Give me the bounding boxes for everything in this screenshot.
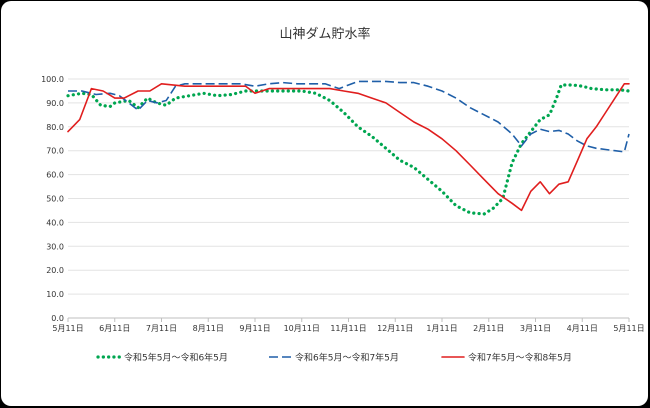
x-tick-label: 3月11日 — [520, 324, 551, 333]
y-tick-label: 50.0 — [46, 195, 64, 204]
x-tick-label: 12月11日 — [377, 324, 413, 333]
x-tick-label: 10月11日 — [284, 324, 320, 333]
x-tick-label: 1月11日 — [426, 324, 457, 333]
y-tick-label: 90.0 — [46, 99, 64, 108]
x-axis: 5月11日 6月11日 7月11日 8月11日 9月11日 10月11日 11月11日 12月… — [52, 318, 645, 333]
x-tick-label: 2月11日 — [473, 324, 504, 333]
y-tick-label: 40.0 — [46, 218, 64, 227]
x-tick-label: 9月11日 — [239, 324, 270, 333]
series-layer — [66, 80, 631, 216]
grid-layer — [68, 78, 629, 319]
legend-label: 令和5年5月～令和6年5月 — [124, 352, 228, 364]
y-tick-label: 20.0 — [46, 266, 64, 275]
y-axis: 0.0 10.0 20.0 30.0 40.0 50.0 60.0 70.0 80.0 90.0 1… — [41, 75, 64, 323]
y-tick-label: 80.0 — [46, 123, 64, 132]
y-tick-label: 60.0 — [46, 171, 64, 180]
x-tick-label: 7月11日 — [146, 324, 177, 333]
x-tick-label: 11月11日 — [330, 324, 366, 333]
series-line-1 — [66, 83, 631, 216]
x-tick-label: 5月11日 — [52, 324, 83, 333]
y-tick-label: 30.0 — [46, 242, 64, 251]
legend-item-1: 令和5年5月～令和6年5月 — [96, 352, 228, 364]
legend-item-2: 令和6年5月～令和7年5月 — [269, 352, 399, 364]
y-tick-label: 100.0 — [41, 75, 64, 84]
x-tick-label: 5月11日 — [613, 324, 644, 333]
y-tick-label: 0.0 — [51, 314, 64, 323]
x-tick-label: 6月11日 — [99, 324, 130, 333]
chart-title: 山神ダム貯水率 — [279, 26, 370, 42]
y-tick-label: 70.0 — [46, 147, 64, 156]
series-line-2 — [68, 80, 630, 153]
legend-label: 令和6年5月～令和7年5月 — [295, 352, 399, 364]
legend-label: 令和7年5月～令和8年5月 — [468, 352, 572, 364]
y-tick-label: 10.0 — [46, 290, 64, 299]
x-tick-label: 8月11日 — [193, 324, 224, 333]
legend-item-3: 令和7年5月～令和8年5月 — [441, 352, 572, 364]
series-line-3 — [67, 83, 630, 212]
legend: 令和5年5月～令和6年5月 令和6年5月～令和7年5月 令和7年5月～令和8年5月 — [96, 352, 572, 364]
x-tick-label: 4月11日 — [567, 324, 598, 333]
